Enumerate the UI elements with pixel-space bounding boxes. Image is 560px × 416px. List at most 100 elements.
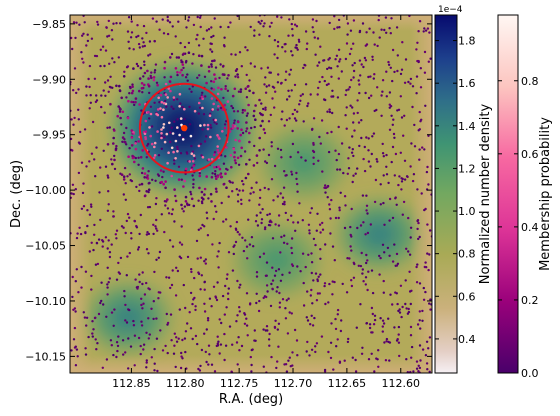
star-point xyxy=(298,103,301,106)
star-point xyxy=(358,83,361,86)
star-point xyxy=(344,57,348,61)
star-point xyxy=(213,121,216,124)
star-point xyxy=(252,191,255,194)
star-point xyxy=(72,123,75,126)
star-point xyxy=(397,333,400,336)
star-point xyxy=(326,131,329,135)
cluster-member-point xyxy=(180,203,183,207)
star-point xyxy=(245,73,248,77)
star-point xyxy=(128,251,131,255)
star-point xyxy=(129,86,132,90)
star-point xyxy=(277,73,280,76)
star-point xyxy=(295,177,298,181)
star-point xyxy=(210,305,213,308)
star-point xyxy=(308,354,311,357)
star-point xyxy=(405,247,408,250)
cluster-member-point xyxy=(179,117,183,120)
star-point xyxy=(86,33,89,36)
star-point xyxy=(401,213,404,216)
cluster-member-point xyxy=(121,136,125,139)
cluster-member-point xyxy=(200,95,204,99)
star-point xyxy=(145,366,148,369)
density-peak xyxy=(327,190,432,279)
star-point xyxy=(398,175,401,178)
star-point xyxy=(352,174,355,177)
star-point xyxy=(208,297,212,300)
cluster-member-point xyxy=(261,119,264,123)
star-point xyxy=(387,317,390,320)
star-point xyxy=(161,349,165,352)
star-point xyxy=(283,124,286,127)
cluster-member-point xyxy=(134,97,138,100)
star-point xyxy=(170,212,174,216)
star-point xyxy=(147,337,150,340)
star-point xyxy=(184,330,188,333)
star-point xyxy=(219,63,222,66)
star-point xyxy=(209,112,212,116)
cluster-member-point xyxy=(139,155,143,159)
star-point xyxy=(326,67,329,71)
star-point xyxy=(107,281,110,284)
star-point xyxy=(186,152,189,155)
star-point xyxy=(145,248,149,251)
star-point xyxy=(382,201,385,205)
star-point xyxy=(180,351,183,355)
star-point xyxy=(202,37,205,40)
star-point xyxy=(115,341,119,344)
cluster-member-point xyxy=(160,115,164,119)
star-point xyxy=(146,231,149,234)
star-point xyxy=(367,160,371,163)
star-point xyxy=(316,292,320,295)
star-point xyxy=(391,303,394,306)
star-point xyxy=(203,140,207,143)
star-point xyxy=(83,128,87,131)
star-point xyxy=(316,212,319,215)
star-point xyxy=(335,158,338,162)
star-point xyxy=(127,337,130,340)
star-point xyxy=(290,89,293,92)
star-point xyxy=(142,41,145,44)
star-point xyxy=(319,231,322,234)
cluster-member-point xyxy=(239,88,243,91)
cluster-member-point xyxy=(248,140,251,144)
star-point xyxy=(303,63,306,67)
star-point xyxy=(360,352,364,355)
star-point xyxy=(238,286,241,289)
star-point xyxy=(145,281,148,285)
star-point xyxy=(354,358,357,362)
star-point xyxy=(240,65,243,68)
star-point xyxy=(416,323,420,326)
star-point xyxy=(173,220,176,223)
star-point xyxy=(328,203,331,206)
star-point xyxy=(314,350,317,354)
star-point xyxy=(321,228,325,231)
star-point xyxy=(177,165,181,168)
star-point xyxy=(99,218,102,222)
star-point xyxy=(95,94,98,97)
star-point xyxy=(337,77,340,80)
cluster-member-point xyxy=(181,138,185,141)
star-point xyxy=(77,171,81,175)
star-point xyxy=(194,334,198,338)
star-point xyxy=(360,251,363,255)
star-point xyxy=(162,170,165,173)
star-point xyxy=(367,96,371,100)
star-point xyxy=(281,298,285,301)
star-point xyxy=(111,57,114,60)
star-point xyxy=(326,196,329,199)
star-point xyxy=(235,220,239,224)
star-point xyxy=(312,30,315,34)
star-point xyxy=(238,306,241,309)
star-point xyxy=(194,305,197,308)
star-point xyxy=(125,143,128,146)
star-point xyxy=(166,32,170,36)
star-point xyxy=(154,63,158,66)
colorbar-tick-label: 0.8 xyxy=(521,75,539,88)
star-point xyxy=(287,34,290,37)
star-point xyxy=(77,108,80,112)
star-point xyxy=(297,38,301,41)
star-point xyxy=(418,158,421,161)
star-point xyxy=(75,21,78,24)
cluster-member-point xyxy=(218,137,221,140)
star-point xyxy=(74,280,78,283)
